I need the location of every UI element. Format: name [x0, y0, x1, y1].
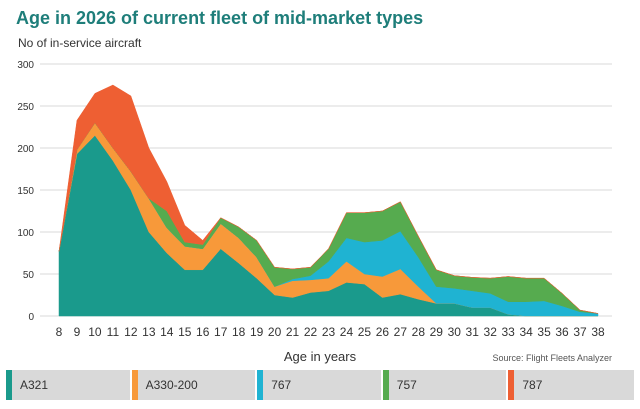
x-tick-label: 23 — [322, 325, 336, 339]
x-tick-label: 28 — [412, 325, 426, 339]
x-tick-label: 14 — [160, 325, 174, 339]
x-tick-label: 22 — [304, 325, 318, 339]
x-tick-label: 18 — [232, 325, 246, 339]
y-tick-label: 50 — [23, 270, 35, 281]
x-tick-label: 38 — [591, 325, 605, 339]
legend-swatch — [6, 370, 12, 400]
x-tick-label: 32 — [484, 325, 498, 339]
x-tick-label: 37 — [573, 325, 587, 339]
legend-item-a321: A321 — [6, 370, 132, 400]
y-axis-title: No of in-service aircraft — [18, 36, 142, 50]
area-chart: 0 50 100 150 200 250 300 8 9 10 11 12 13 14 15 16 17 18 1… — [17, 60, 612, 339]
x-tick-label: 27 — [394, 325, 408, 339]
legend: A321 A330-200 767 757 787 — [6, 370, 634, 400]
x-tick-label: 29 — [430, 325, 444, 339]
x-tick-label: 12 — [124, 325, 138, 339]
chart-title: Age in 2026 of current fleet of mid-mark… — [16, 8, 424, 28]
legend-label: 787 — [522, 378, 543, 392]
area-series-787 — [58, 84, 599, 314]
y-tick-label: 0 — [28, 312, 34, 323]
x-axis-title: Age in years — [283, 349, 357, 364]
x-tick-label: 16 — [196, 325, 210, 339]
x-tick-label: 31 — [466, 325, 480, 339]
x-tick-label: 24 — [340, 325, 354, 339]
legend-item-787: 787 — [508, 370, 634, 400]
y-tick-label: 150 — [17, 186, 34, 197]
legend-item-757: 757 — [382, 370, 509, 400]
x-tick-label: 10 — [88, 325, 102, 339]
stacked-areas — [58, 84, 599, 317]
legend-swatch — [508, 370, 515, 400]
y-tick-label: 250 — [17, 102, 34, 113]
y-tick-label: 300 — [17, 60, 34, 71]
x-tick-label: 35 — [537, 325, 551, 339]
x-tick-label: 36 — [555, 325, 569, 339]
legend-label: 757 — [396, 378, 417, 392]
x-tick-label: 21 — [286, 325, 300, 339]
x-tick-label: 33 — [501, 325, 515, 339]
x-tick-label: 9 — [74, 325, 81, 339]
x-tick-label: 25 — [358, 325, 372, 339]
x-tick-label: 11 — [107, 325, 120, 339]
x-tick-label: 20 — [268, 325, 282, 339]
legend-label: 767 — [271, 378, 292, 392]
legend-swatch — [131, 370, 138, 400]
legend-swatch — [257, 370, 264, 400]
x-tick-label: 8 — [56, 325, 63, 339]
x-tick-label: 30 — [448, 325, 462, 339]
legend-item-a330-200: A330-200 — [131, 370, 258, 400]
y-tick-label: 100 — [17, 228, 34, 239]
y-tick-label: 200 — [17, 144, 34, 155]
legend-swatch — [382, 370, 389, 400]
x-tick-label: 17 — [214, 325, 228, 339]
legend-item-767: 767 — [257, 370, 383, 400]
x-tick-labels: 8 9 10 11 12 13 14 15 16 17 18 19 20 21 22 23 24 25 26 27 28… — [56, 325, 605, 339]
legend-label: A330-200 — [145, 378, 198, 392]
x-tick-label: 19 — [250, 325, 264, 339]
source-note: Source: Flight Fleets Analyzer — [492, 353, 612, 363]
x-tick-label: 15 — [178, 325, 192, 339]
x-tick-label: 13 — [142, 325, 156, 339]
legend-label: A321 — [20, 378, 49, 392]
y-tick-labels: 0 50 100 150 200 250 300 — [17, 60, 34, 323]
x-tick-label: 34 — [519, 325, 533, 339]
x-tick-label: 26 — [376, 325, 390, 339]
